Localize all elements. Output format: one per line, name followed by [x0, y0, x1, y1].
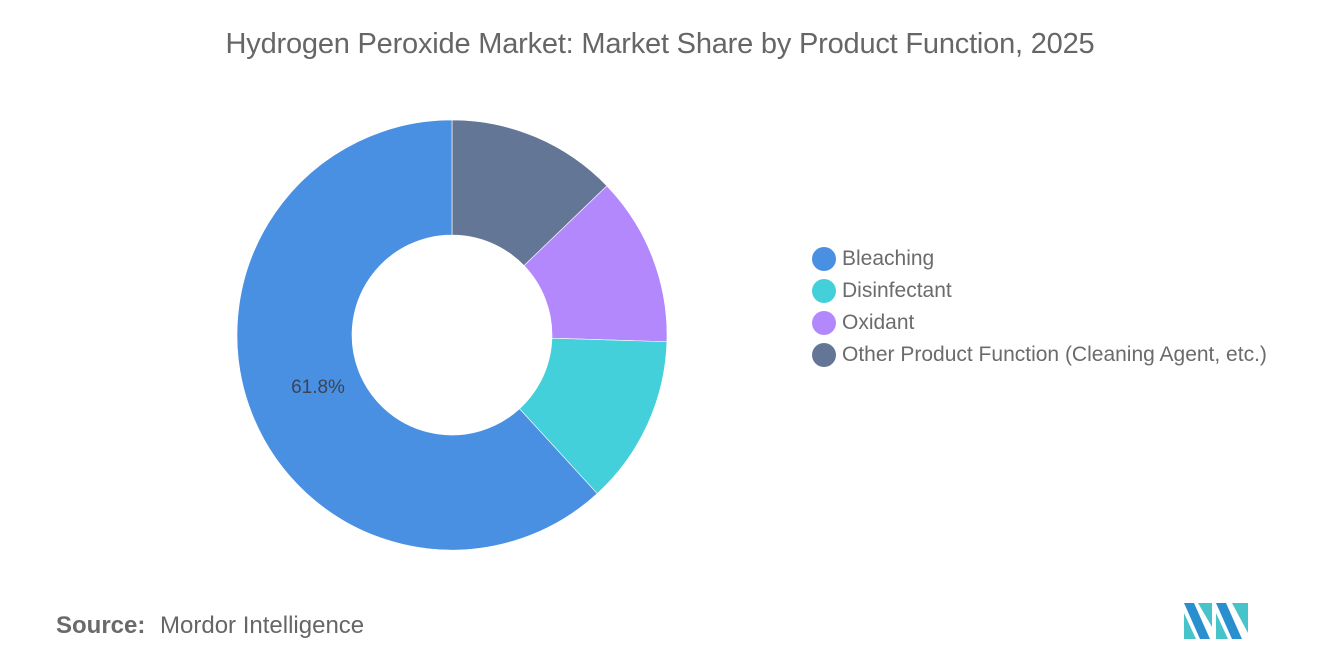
source-line: Source: Mordor Intelligence	[56, 612, 364, 640]
donut-slice-other[interactable]	[451, 119, 608, 267]
donut-slice-oxidant[interactable]	[523, 185, 668, 343]
donut-slices	[236, 119, 668, 551]
legend-item[interactable]: Disinfectant	[812, 277, 1272, 305]
legend: Bleaching Disinfectant Oxidant Other Produc…	[812, 245, 1272, 373]
source-value: Mordor Intelligence	[160, 612, 365, 639]
slice-label-bleaching: 61.8%	[291, 377, 345, 398]
legend-label: Bleaching	[842, 247, 935, 270]
legend-swatch-icon	[812, 279, 836, 303]
mordor-intelligence-logo-icon	[1184, 603, 1248, 639]
donut-slice-disinfectant[interactable]	[519, 337, 668, 494]
donut-slice-bleaching[interactable]	[236, 119, 598, 551]
legend-item[interactable]: Bleaching	[812, 245, 1272, 273]
donut-chart: 61.8%	[236, 119, 668, 551]
legend-label: Oxidant	[842, 311, 915, 334]
legend-item[interactable]: Oxidant	[812, 309, 1272, 337]
legend-item[interactable]: Other Product Function (Cleaning Agent, …	[812, 341, 1272, 369]
legend-label: Other Product Function (Cleaning Agent, …	[842, 343, 1267, 366]
legend-swatch-icon	[812, 247, 836, 271]
legend-label: Disinfectant	[842, 279, 952, 302]
source-label: Source:	[56, 612, 146, 639]
legend-swatch-icon	[812, 311, 836, 335]
legend-swatch-icon	[812, 343, 836, 367]
page-title: Hydrogen Peroxide Market: Market Share b…	[225, 28, 1095, 60]
